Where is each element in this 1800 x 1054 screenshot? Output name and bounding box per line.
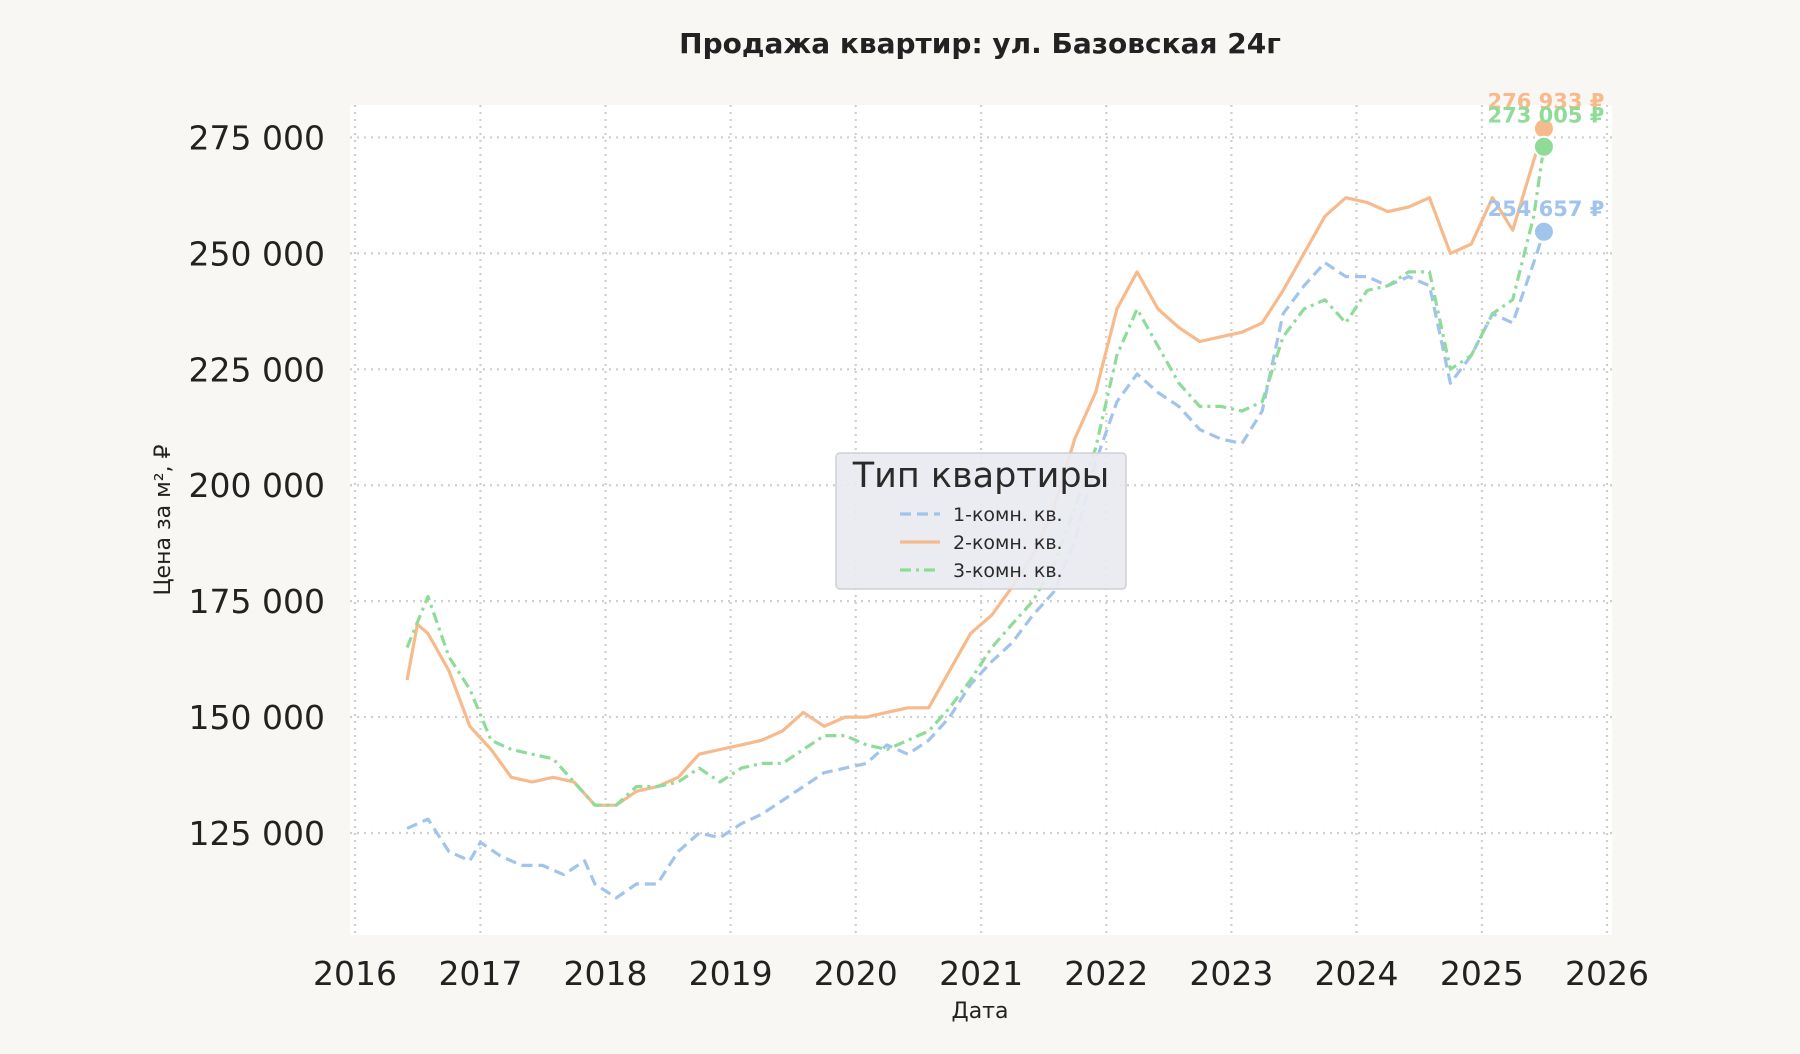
legend-box bbox=[835, 452, 1127, 590]
series-line-1 bbox=[406, 231, 1546, 900]
y-tick-label: 175 000 bbox=[189, 582, 325, 621]
series-end-label-1: 254 657 ₽ bbox=[1487, 197, 1604, 221]
series-end-label-2: 276 933 ₽ bbox=[1487, 89, 1604, 113]
x-tick-label: 2026 bbox=[1565, 954, 1649, 993]
y-tick-label: 225 000 bbox=[189, 350, 325, 389]
series-end-label-3: 273 005 ₽ bbox=[1487, 104, 1604, 128]
series-group bbox=[405, 128, 1546, 900]
series-line-3 bbox=[405, 146, 1546, 807]
legend: Тип квартиры 1-комн. кв. 2-комн. кв. 3-ком… bbox=[835, 452, 1127, 590]
y-tick-label: 275 000 bbox=[189, 118, 325, 157]
ticks: 2016 2017 2018 2019 2020 2021 2022 2023 2024 2025… bbox=[189, 118, 1649, 993]
y-tick-label: 200 000 bbox=[189, 466, 325, 505]
x-tick-label: 2018 bbox=[564, 954, 648, 993]
y-tick-label: 250 000 bbox=[189, 234, 325, 273]
series-end-point-1 bbox=[1532, 220, 1555, 243]
legend-title: Тип квартиры bbox=[852, 456, 1110, 496]
y-tick-label: 150 000 bbox=[189, 698, 325, 737]
x-tick-label: 2021 bbox=[939, 954, 1023, 993]
legend-items: 1-комн. кв. 2-комн. кв. 3-комн. кв. bbox=[900, 504, 1063, 582]
end-labels: 254 657 ₽ 276 933 ₽273 005 ₽ bbox=[1487, 89, 1604, 243]
x-tick-label: 2025 bbox=[1440, 954, 1524, 993]
legend-label-2: 2-комн. кв. bbox=[953, 532, 1063, 554]
legend-label-3: 3-комн. кв. bbox=[953, 560, 1063, 582]
series-end-point-3 bbox=[1532, 135, 1555, 158]
y-axis-label: Цена за м², ₽ bbox=[151, 444, 176, 595]
x-tick-label: 2016 bbox=[313, 954, 397, 993]
x-tick-label: 2019 bbox=[689, 954, 773, 993]
x-tick-label: 2020 bbox=[814, 954, 898, 993]
chart-title: Продажа квартир: ул. Базовская 24г bbox=[679, 27, 1281, 60]
y-tick-label: 125 000 bbox=[189, 814, 325, 853]
x-tick-label: 2022 bbox=[1064, 954, 1148, 993]
x-tick-label: 2017 bbox=[438, 954, 522, 993]
x-tick-label: 2024 bbox=[1314, 954, 1398, 993]
x-tick-label: 2023 bbox=[1189, 954, 1273, 993]
legend-label-1: 1-комн. кв. bbox=[953, 504, 1063, 526]
x-axis-label: Дата bbox=[952, 999, 1009, 1024]
